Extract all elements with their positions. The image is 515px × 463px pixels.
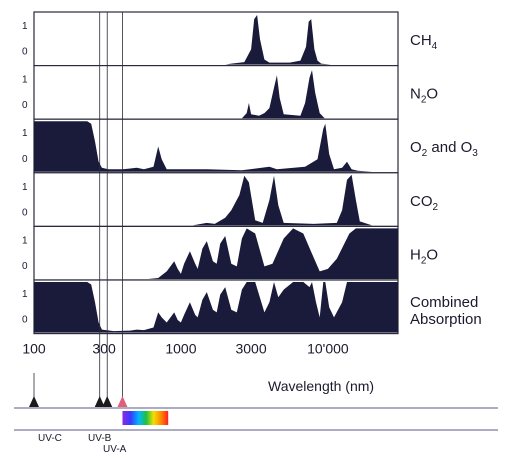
gas-label: CO2 [410,193,439,213]
y-tick-label: 1 [22,235,28,246]
x-tick-labels: 100 300 1000 3000 10'000 [22,341,349,357]
uv-band-bar: UV-C UV-BUV-A [14,396,498,455]
panel-frame [33,64,399,120]
absorption-area [34,282,398,333]
gas-label: Combined [410,294,478,311]
panel-3: 1 0 O2 and O3 [22,118,478,174]
y-tick-label: 0 [22,207,28,218]
band-marker [117,396,128,407]
band-label: UV-C [38,433,62,444]
band-label: UV-B [88,433,112,444]
panel-5: 1 0 H2O [22,225,438,281]
band-marker [94,396,105,407]
panel-1: 1 0 CH4 [22,11,438,67]
absorption-area [34,70,398,119]
uv-boundary-lines [33,12,123,399]
gas-label-line2: Absorption [410,311,482,328]
gas-label: H2O [410,246,438,266]
x-axis-title: Wavelength (nm) [268,378,374,394]
y-tick-label: 1 [22,75,28,86]
panel-2: 1 0 N2O [22,64,438,120]
visible-spectrum-band [122,411,169,425]
y-tick-label: 0 [22,47,28,58]
panel-4: 1 0 CO2 [22,172,439,228]
y-tick-label: 1 [22,182,28,193]
absorption-area [34,121,398,172]
y-tick-label: 0 [22,154,28,165]
band-label: UV-A [103,444,127,455]
x-tick-label: 100 [22,341,46,357]
x-tick-label: 3000 [235,341,266,357]
gas-label: O2 and O3 [410,139,478,159]
panel-group: 1 0 CH4 1 0 N2O 1 0 O2 and O3 1 0 CO2 1 0 H2O 1 0 Combine… [22,11,482,335]
band-marker [29,396,39,407]
y-tick-label: 0 [22,100,28,111]
y-tick-label: 0 [22,261,28,272]
gas-label: CH4 [410,32,438,52]
gas-label: N2O [410,86,438,106]
x-tick-label: 300 [92,341,116,357]
y-tick-label: 1 [22,21,28,32]
band-marker [102,396,113,407]
y-tick-label: 1 [22,128,28,139]
x-tick-label: 1000 [165,341,196,357]
y-tick-label: 1 [22,289,28,300]
panel-frame [33,11,399,67]
absorption-area [34,15,398,65]
x-tick-label: 10'000 [307,341,349,357]
y-tick-label: 0 [22,315,28,326]
absorption-area [34,228,398,279]
